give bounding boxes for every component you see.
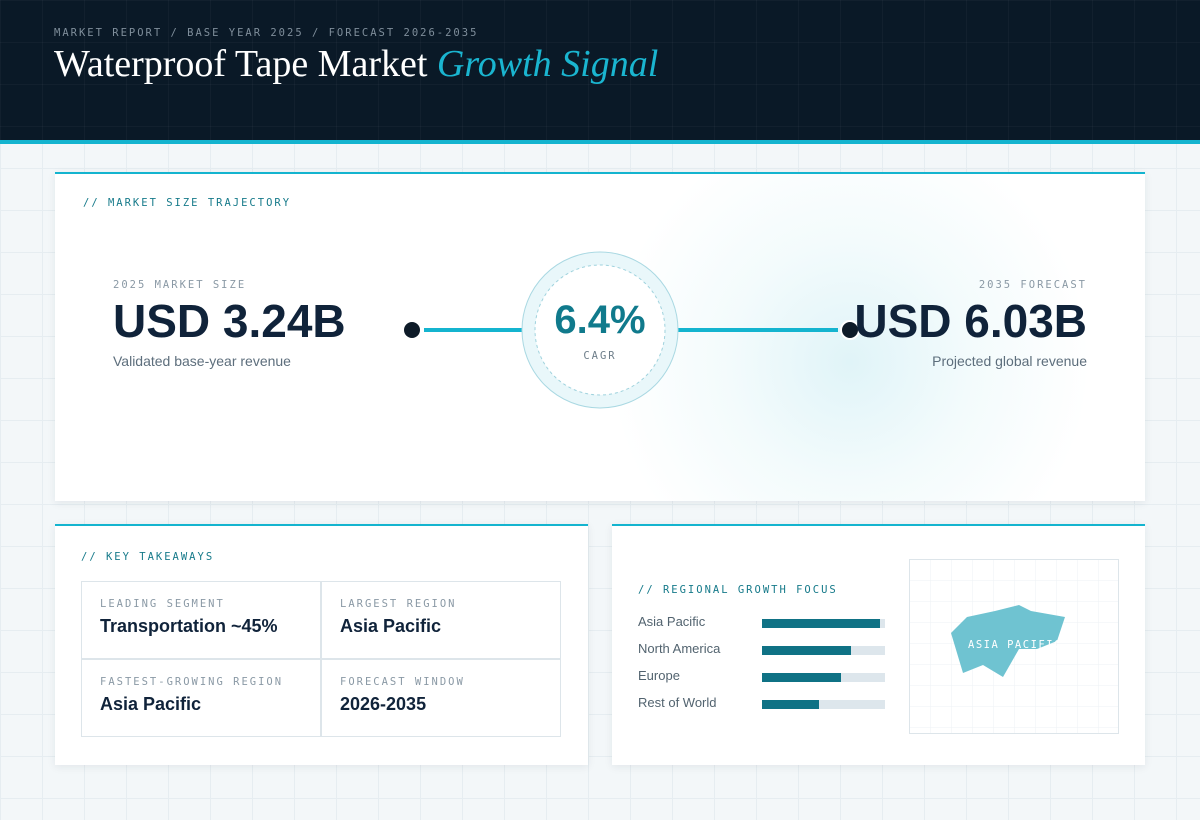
section-label: // REGIONAL GROWTH FOCUS [638,584,838,596]
section-label: // MARKET SIZE TRAJECTORY [83,197,292,209]
start-label: 2025 MARKET SIZE [113,279,247,291]
region-map: ASIA PACIFIC [909,559,1119,734]
bar-track [762,646,885,655]
region-name: Rest of World [638,695,717,710]
map-region [951,605,1065,677]
bar [762,646,851,655]
region-name: Asia Pacific [638,614,706,629]
end-caption: Projected global revenue [932,353,1087,369]
takeaway-cell: LARGEST REGION Asia Pacific [321,581,561,659]
takeaway-label: FASTEST-GROWING REGION [100,676,284,688]
trajectory-card: // MARKET SIZE TRAJECTORY 2025 MARKET SI… [55,172,1145,501]
takeaway-label: LARGEST REGION [340,598,457,610]
regional-card: // REGIONAL GROWTH FOCUS Asia Pacific Nor… [612,524,1145,765]
takeaway-value: Asia Pacific [340,616,442,636]
map-label: ASIA PACIFIC [968,639,1062,651]
cagr-inner [534,264,666,396]
takeaway-cell: FASTEST-GROWING REGION Asia Pacific [81,659,321,737]
end-value: USD 6.03B [854,295,1087,347]
takeaway-value: 2026-2035 [340,694,427,714]
bar-track [762,673,885,682]
start-value: USD 3.24B [113,295,346,347]
trajectory-graphic [404,251,860,409]
bar-track [762,619,885,628]
takeaway-cell: FORECAST WINDOW 2026-2035 [321,659,561,737]
cagr-label: CAGR [583,350,617,362]
bar [762,673,841,682]
end-label: 2035 FORECAST [978,279,1087,291]
cagr-value: 6.4% [554,298,646,342]
kicker: MARKET REPORT / BASE YEAR 2025 / FORECAS… [54,27,479,39]
takeaway-label: FORECAST WINDOW [340,676,465,688]
takeaway-value: Transportation ~45% [100,616,278,636]
bar [762,619,881,628]
takeaway-value: Asia Pacific [100,694,202,714]
bar [762,700,819,709]
end-dot [840,320,860,340]
title-accent: Growth Signal [436,43,659,85]
takeaways-card: // KEY TAKEAWAYS LEADING SEGMENT Transpor… [55,524,588,765]
region-name: Europe [638,668,680,683]
start-caption: Validated base-year revenue [113,353,291,369]
region-name: North America [638,641,721,656]
section-label: // KEY TAKEAWAYS [81,551,215,563]
title-main: Waterproof Tape Market [54,43,428,85]
takeaway-label: LEADING SEGMENT [100,598,225,610]
bar-track [762,700,885,709]
takeaway-cell: LEADING SEGMENT Transportation ~45% [81,581,321,659]
start-dot [404,322,420,338]
title: Waterproof Tape Market Growth Signal [54,42,658,86]
header: MARKET REPORT / BASE YEAR 2025 / FORECAS… [0,0,1200,144]
